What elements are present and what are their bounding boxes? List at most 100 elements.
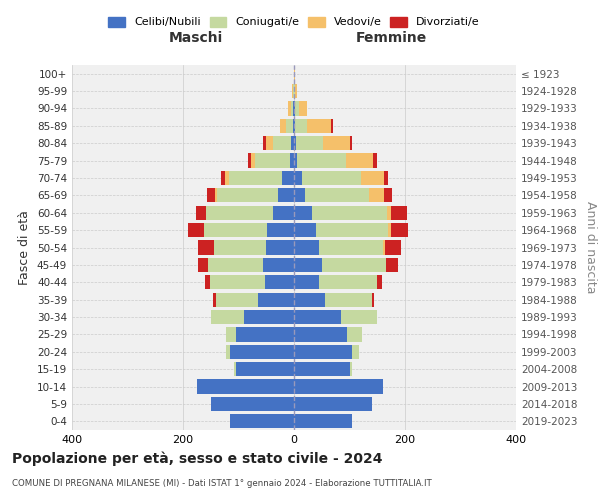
Bar: [274, 136, 291, 150]
Bar: [383, 240, 385, 254]
Bar: [307, 118, 331, 133]
Y-axis label: Anni di nascita: Anni di nascita: [584, 201, 597, 294]
Text: Maschi: Maschi: [169, 31, 223, 45]
Bar: [294, 188, 305, 202]
Bar: [294, 275, 319, 289]
Bar: [255, 154, 290, 168]
Bar: [233, 362, 236, 376]
Bar: [294, 258, 322, 272]
Bar: [361, 171, 384, 185]
Bar: [294, 171, 302, 185]
Bar: [197, 380, 294, 394]
Bar: [268, 223, 294, 237]
Bar: [248, 154, 251, 168]
Bar: [214, 240, 266, 254]
Bar: [369, 188, 385, 202]
Bar: [294, 328, 347, 342]
Bar: [298, 154, 346, 168]
Bar: [205, 275, 209, 289]
Bar: [346, 154, 373, 168]
Bar: [388, 223, 391, 237]
Bar: [319, 240, 383, 254]
Bar: [229, 171, 282, 185]
Bar: [312, 206, 386, 220]
Bar: [230, 414, 294, 428]
Bar: [372, 292, 374, 307]
Bar: [294, 223, 316, 237]
Bar: [211, 310, 244, 324]
Bar: [295, 84, 298, 98]
Bar: [292, 84, 293, 98]
Bar: [294, 362, 349, 376]
Bar: [294, 206, 312, 220]
Bar: [188, 223, 203, 237]
Bar: [217, 292, 258, 307]
Bar: [294, 118, 295, 133]
Bar: [331, 118, 333, 133]
Bar: [266, 136, 274, 150]
Bar: [294, 397, 372, 411]
Bar: [282, 171, 294, 185]
Bar: [230, 344, 294, 359]
Bar: [198, 258, 208, 272]
Bar: [385, 240, 401, 254]
Bar: [294, 136, 296, 150]
Bar: [294, 292, 325, 307]
Bar: [386, 206, 391, 220]
Bar: [295, 102, 299, 116]
Bar: [385, 188, 392, 202]
Text: Popolazione per età, sesso e stato civile - 2024: Popolazione per età, sesso e stato civil…: [12, 451, 383, 466]
Bar: [305, 188, 369, 202]
Bar: [266, 240, 294, 254]
Bar: [294, 310, 341, 324]
Bar: [206, 206, 273, 220]
Bar: [236, 362, 294, 376]
Bar: [278, 188, 294, 202]
Bar: [196, 206, 206, 220]
Bar: [349, 362, 352, 376]
Bar: [208, 188, 215, 202]
Bar: [296, 136, 323, 150]
Bar: [384, 171, 388, 185]
Bar: [391, 223, 409, 237]
Bar: [265, 275, 294, 289]
Bar: [236, 328, 294, 342]
Bar: [251, 154, 255, 168]
Y-axis label: Fasce di età: Fasce di età: [19, 210, 31, 285]
Bar: [302, 171, 361, 185]
Bar: [322, 258, 386, 272]
Bar: [373, 154, 377, 168]
Bar: [203, 223, 268, 237]
Bar: [349, 136, 352, 150]
Bar: [221, 171, 225, 185]
Bar: [286, 118, 293, 133]
Bar: [263, 258, 294, 272]
Bar: [386, 258, 398, 272]
Bar: [226, 328, 236, 342]
Bar: [198, 240, 214, 254]
Bar: [258, 292, 294, 307]
Bar: [294, 240, 319, 254]
Bar: [208, 258, 263, 272]
Bar: [294, 66, 295, 81]
Bar: [325, 292, 372, 307]
Legend: Celibi/Nubili, Coniugati/e, Vedovi/e, Divorziati/e: Celibi/Nubili, Coniugati/e, Vedovi/e, Di…: [104, 12, 484, 32]
Bar: [280, 118, 286, 133]
Bar: [226, 344, 230, 359]
Bar: [215, 188, 217, 202]
Bar: [294, 380, 383, 394]
Bar: [209, 275, 265, 289]
Bar: [291, 136, 294, 150]
Bar: [217, 188, 278, 202]
Bar: [288, 102, 290, 116]
Text: Femmine: Femmine: [356, 31, 427, 45]
Bar: [273, 206, 294, 220]
Bar: [319, 275, 377, 289]
Bar: [299, 102, 307, 116]
Bar: [293, 118, 294, 133]
Bar: [294, 344, 352, 359]
Bar: [377, 275, 382, 289]
Bar: [316, 223, 388, 237]
Bar: [225, 171, 229, 185]
Bar: [295, 118, 307, 133]
